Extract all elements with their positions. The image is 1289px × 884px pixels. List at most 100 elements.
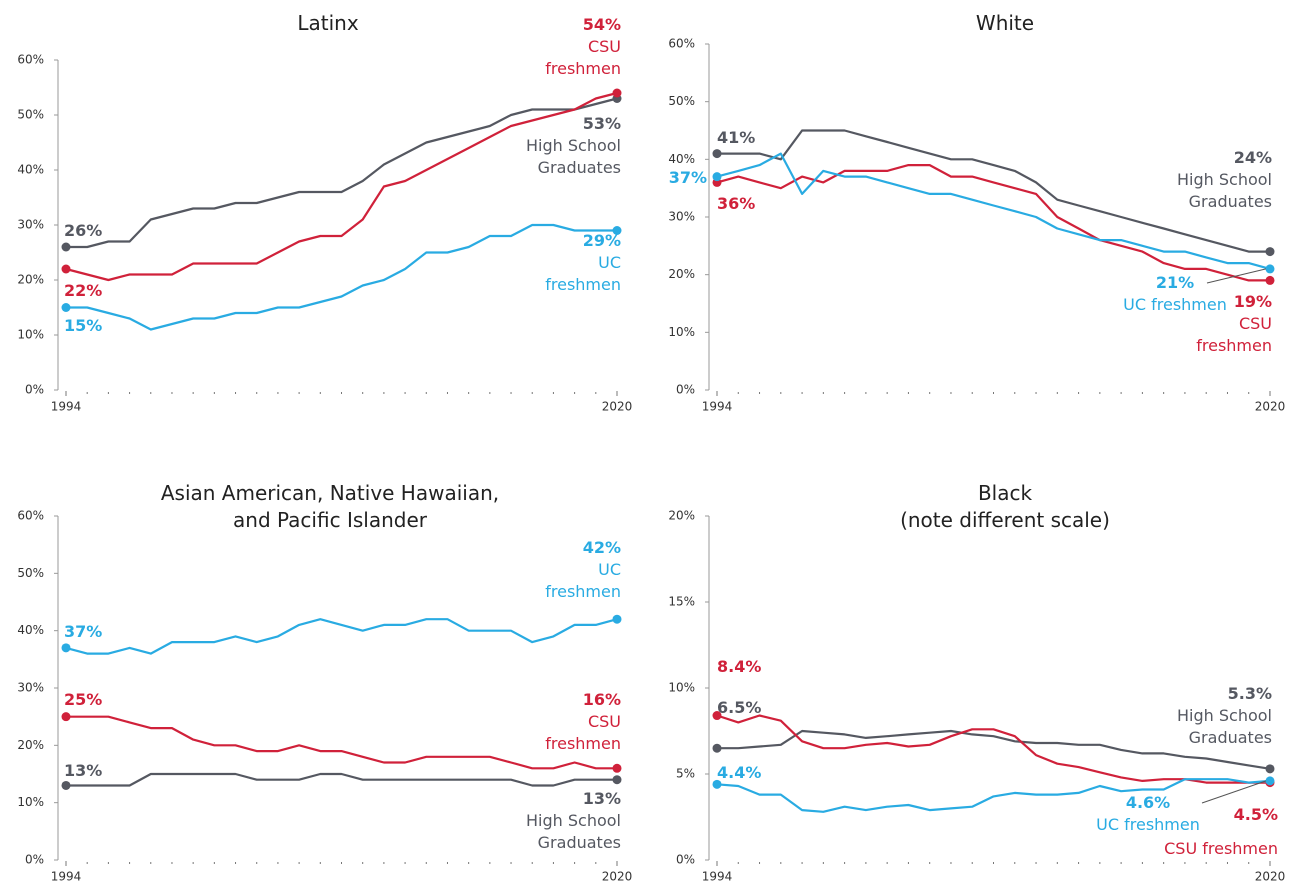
end-point — [1265, 264, 1275, 274]
y-tick-label: 10% — [17, 795, 44, 809]
label-box: 21% UC freshmen — [1123, 273, 1227, 314]
x-tick-label: 1994 — [51, 400, 82, 414]
x-tick-label: 2020 — [602, 870, 633, 884]
series-line — [65, 91, 618, 282]
value-label: 42% — [582, 538, 621, 557]
value-label: 5.3% — [1227, 684, 1272, 703]
end-point — [1265, 247, 1275, 257]
label-block: 26% — [64, 220, 144, 242]
end-point — [61, 712, 71, 722]
label-block: 29% UC freshmen — [521, 230, 621, 296]
y-tick-label: 50% — [17, 108, 44, 122]
end-point — [712, 779, 722, 789]
label-box: 36% — [717, 193, 797, 215]
series-name: High School Graduates — [1177, 706, 1272, 747]
label-box: 8.4% — [717, 656, 797, 678]
end-point — [612, 614, 622, 624]
label-box: 37% — [64, 621, 144, 643]
series-name: CSU freshmen — [545, 37, 621, 78]
y-tick-label: 15% — [668, 595, 695, 609]
series-name: CSU freshmen — [1196, 314, 1272, 355]
label-block: 4.6% UC freshmen — [1078, 792, 1218, 836]
end-point — [61, 643, 71, 653]
y-tick-label: 60% — [17, 53, 44, 67]
y-tick-label: 5% — [676, 767, 695, 781]
label-box: 13% — [64, 760, 144, 782]
x-tick-label: 1994 — [702, 400, 733, 414]
end-point — [712, 172, 722, 182]
x-tick-label: 2020 — [602, 400, 633, 414]
end-point — [61, 264, 71, 274]
y-tick-label: 30% — [17, 681, 44, 695]
value-label: 21% — [1155, 273, 1195, 292]
value-label: 53% — [582, 114, 621, 133]
label-box: 13% High School Graduates — [521, 788, 621, 854]
x-tick-label: 1994 — [51, 870, 82, 884]
y-tick-label: 10% — [17, 328, 44, 342]
label-block: 15% — [64, 315, 144, 337]
label-block: Black (note different scale) — [805, 480, 1205, 534]
series-line — [716, 164, 1270, 282]
label-box: 25% — [64, 689, 144, 711]
y-tick-label: 30% — [668, 210, 695, 224]
value-label: 6.5% — [717, 698, 762, 717]
label-block: Latinx — [128, 10, 528, 37]
y-tick-label: 20% — [17, 273, 44, 287]
label-box: 5.3% High School Graduates — [1172, 683, 1272, 749]
label-block: 37% — [64, 621, 144, 643]
label-box: 54% CSU freshmen — [545, 15, 621, 78]
value-label: 24% — [1233, 148, 1272, 167]
label-block: 8.4% — [717, 656, 797, 678]
end-point — [612, 775, 622, 785]
y-tick-label: 10% — [668, 325, 695, 339]
leader-line — [1206, 268, 1267, 284]
value-label: 16% — [582, 690, 621, 709]
end-point — [612, 763, 622, 773]
y-tick-label: 40% — [17, 163, 44, 177]
y-tick-label: 10% — [668, 681, 695, 695]
end-point — [712, 743, 722, 753]
y-tick-label: 0% — [25, 383, 44, 397]
label-block: White — [805, 10, 1205, 37]
value-label: 25% — [64, 690, 103, 709]
series-line — [716, 714, 1270, 784]
y-tick-label: 50% — [668, 94, 695, 108]
end-point — [612, 226, 622, 235]
label-box: 26% — [64, 220, 144, 242]
label-block: 25% — [64, 689, 144, 711]
label-box: 4.4% — [717, 763, 761, 782]
label-box: 29% UC freshmen — [521, 230, 621, 296]
y-tick-label: 40% — [17, 623, 44, 637]
chart-title: Latinx — [297, 11, 359, 35]
value-label: 26% — [64, 221, 103, 240]
label-box: 15% — [64, 315, 144, 337]
series-name: High School Graduates — [526, 811, 621, 852]
y-tick-label: 0% — [676, 383, 695, 397]
value-label: 13% — [582, 789, 621, 808]
series-name: UC freshmen — [1096, 815, 1200, 834]
end-point — [1265, 776, 1275, 786]
label-block: 53% High School Graduates — [521, 113, 621, 179]
label-block: Asian American, Native Hawaiian, and Pac… — [150, 480, 510, 534]
series-line — [716, 778, 1271, 813]
y-tick-label: 0% — [25, 853, 44, 867]
series-name: UC freshmen — [545, 560, 621, 601]
value-label: 8.4% — [717, 657, 762, 676]
label-box: 4.5% CSU freshmen — [1164, 805, 1278, 858]
label-block: 37% — [647, 167, 707, 189]
end-point — [61, 303, 71, 312]
end-point — [61, 242, 71, 252]
end-point — [61, 780, 71, 790]
label-block: 36% — [717, 193, 797, 215]
end-point — [1265, 275, 1275, 285]
chart-subtitle: (note different scale) — [900, 508, 1110, 532]
value-label: 13% — [64, 761, 103, 780]
end-point — [612, 88, 622, 98]
label-block: 13% — [64, 760, 144, 782]
label-block: 5.3% High School Graduates — [1172, 683, 1272, 749]
y-tick-label: 0% — [676, 853, 695, 867]
y-tick-label: 20% — [668, 509, 695, 523]
chart-title: Black — [977, 481, 1033, 505]
label-box: 6.5% — [717, 698, 762, 717]
label-block: 13% High School Graduates — [521, 788, 621, 854]
